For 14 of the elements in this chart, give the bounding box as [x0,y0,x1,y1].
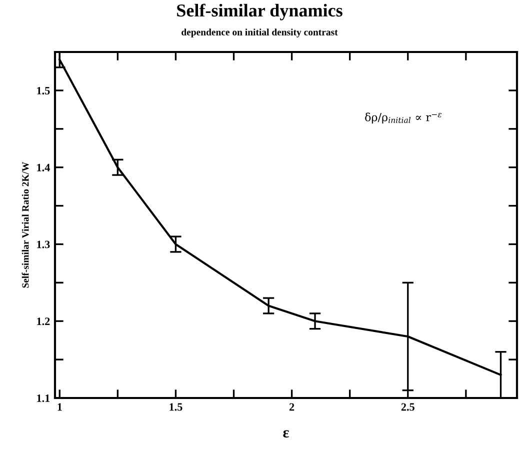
x-tick-label: 2.5 [401,403,414,411]
x-tick-label: 2 [289,403,294,411]
y-tick-label: 1.4 [37,164,50,172]
y-axis-title: Self-similar Virial Ratio 2K/W [22,162,29,288]
chart-title: Self-similar dynamics [177,4,342,20]
annotation: δρ/ρ$_{initial}$ ∝ r$^{−ε}$ [365,112,442,124]
y-tick-label: 1.2 [37,318,50,326]
y-tick-label: 1.3 [37,240,50,248]
y-tick-label: 1.1 [37,394,50,402]
chart-subtitle: dependence on initial density contrast [182,28,338,38]
y-tick-label: 1.5 [37,86,50,94]
x-tick-label: 1.5 [170,403,182,411]
x-tick-label: 1 [58,403,62,411]
x-axis-title: ε [283,430,289,438]
